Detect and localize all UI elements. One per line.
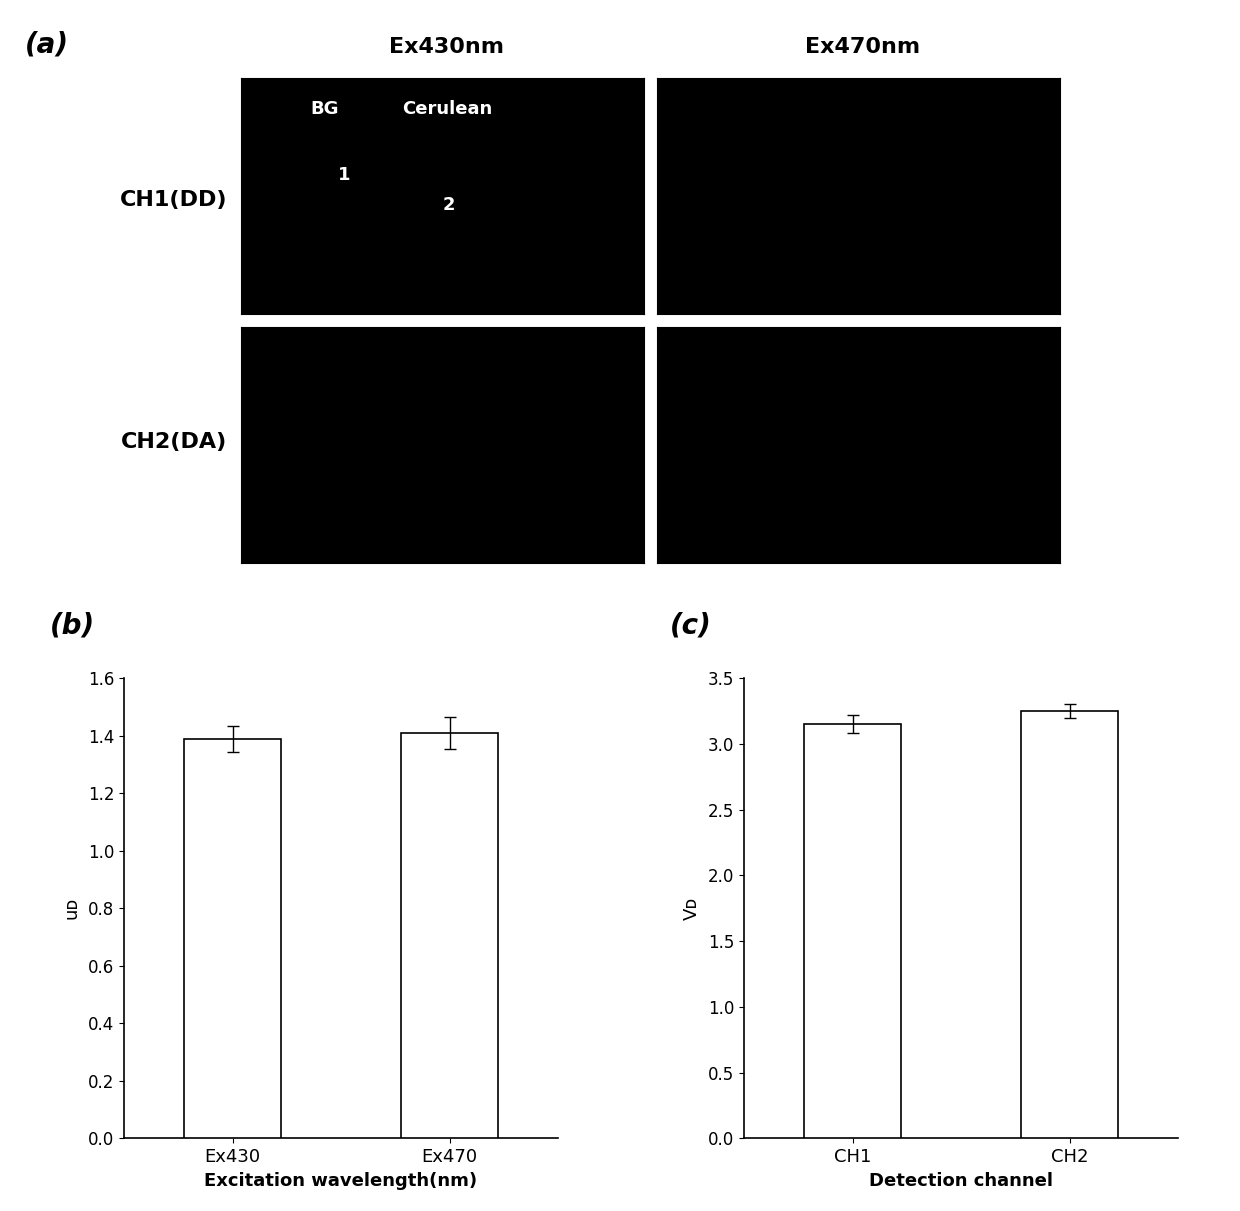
Text: Ex470nm: Ex470nm <box>806 36 920 57</box>
X-axis label: Detection channel: Detection channel <box>869 1171 1053 1189</box>
Text: Cerulean: Cerulean <box>403 101 492 117</box>
Bar <box>401 733 498 1138</box>
Text: BG: BG <box>310 101 339 117</box>
Text: (b): (b) <box>50 612 94 639</box>
Text: (a): (a) <box>25 30 68 58</box>
Text: 1: 1 <box>339 166 351 184</box>
Y-axis label: uᴅ: uᴅ <box>63 897 81 919</box>
Bar <box>804 724 901 1138</box>
Text: 2: 2 <box>443 196 455 214</box>
Text: CH1(DD): CH1(DD) <box>120 190 227 210</box>
Text: CH2(DA): CH2(DA) <box>120 432 227 452</box>
Text: Ex430nm: Ex430nm <box>389 36 503 57</box>
Bar <box>1021 711 1118 1138</box>
Bar <box>184 739 281 1138</box>
X-axis label: Excitation wavelength(nm): Excitation wavelength(nm) <box>205 1171 477 1189</box>
Y-axis label: Vᴅ: Vᴅ <box>683 896 701 920</box>
Text: (c): (c) <box>670 612 712 639</box>
